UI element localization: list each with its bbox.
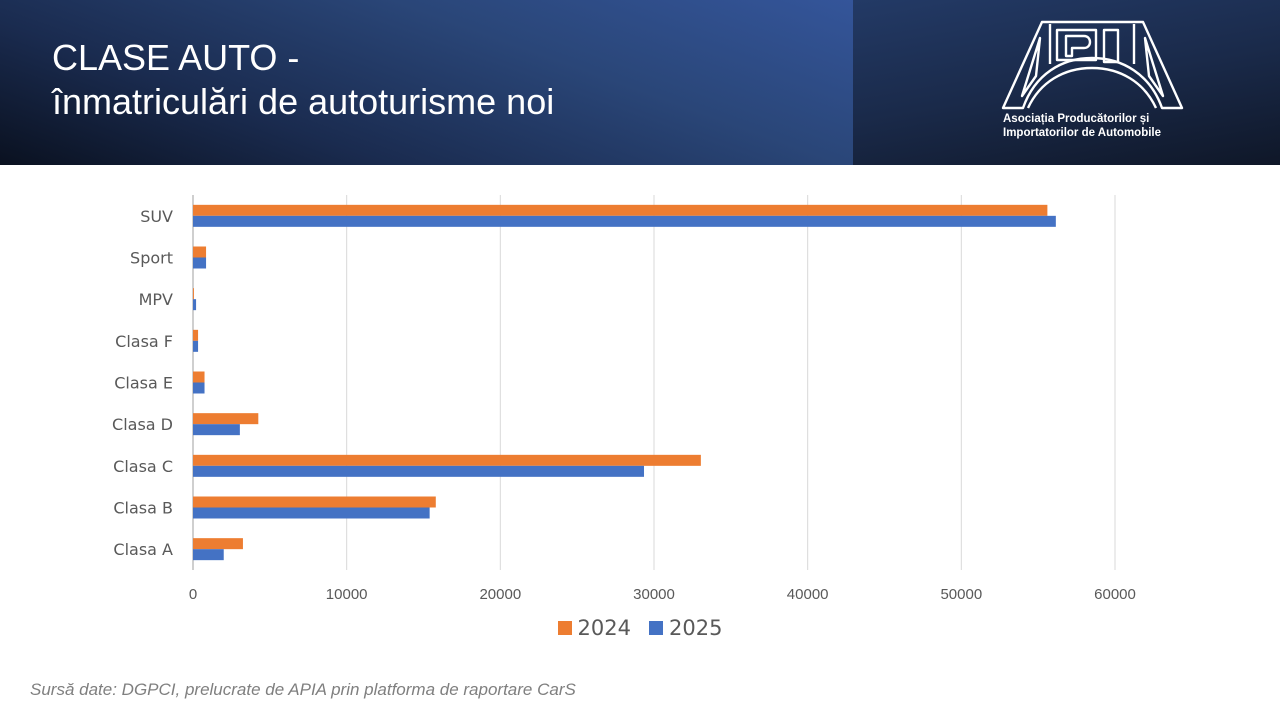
category-label: SUV	[140, 207, 173, 226]
category-label: Clasa A	[113, 540, 173, 559]
legend-item-2024: 2024	[557, 616, 631, 640]
bar-2024-suv	[193, 204, 1048, 216]
bar-2024-clasa-b	[193, 496, 436, 508]
header-banner: CLASE AUTO - înmatriculări de autoturism…	[0, 0, 1280, 165]
legend-label-2024: 2024	[577, 616, 631, 640]
bar-2025-mpv	[193, 299, 197, 311]
bar-2024-clasa-a	[193, 538, 243, 550]
x-tick-label: 10000	[326, 586, 368, 603]
bar-2024-sport	[193, 246, 207, 258]
logo-name-line2: Importatorilor de Automobile	[1003, 127, 1162, 139]
logo-name-line1: Asociația Producătorilor și	[1003, 113, 1150, 125]
legend-label-2025: 2025	[669, 616, 723, 640]
bar-2025-clasa-f	[193, 340, 199, 352]
header-right-panel	[853, 0, 1280, 165]
category-label: MPV	[139, 290, 173, 309]
bar-2025-suv	[193, 215, 1056, 227]
page-title-line1: CLASE AUTO -	[52, 37, 300, 78]
x-tick-label: 20000	[479, 586, 521, 603]
bar-2025-clasa-a	[193, 549, 224, 561]
x-tick-label: 40000	[787, 586, 829, 603]
bar-2025-clasa-c	[193, 465, 645, 477]
source-note: Sursă date: DGPCI, prelucrate de APIA pr…	[30, 680, 576, 699]
bar-2025-clasa-b	[193, 507, 430, 519]
legend-swatch-2025	[649, 621, 663, 635]
category-label: Sport	[130, 249, 173, 268]
logo-text: Asociația Producătorilor și Importatoril…	[1003, 112, 1161, 140]
legend-swatch-2024	[557, 621, 572, 635]
bar-2024-mpv	[193, 288, 194, 300]
category-label: Clasa C	[113, 457, 173, 476]
x-tick-label: 60000	[1094, 586, 1136, 603]
apia-logo-icon	[1001, 20, 1184, 110]
chart-legend: 2024 2025	[0, 616, 1280, 640]
category-label: Clasa D	[112, 415, 173, 434]
x-tick-label: 0	[189, 586, 197, 603]
bar-chart: 0 10000 20000 30000 40000 50000 60000 SUV Sport M…	[112, 195, 1136, 603]
bar-2024-clasa-f	[193, 329, 199, 341]
bar-2024-clasa-c	[193, 454, 701, 466]
x-tick-label: 50000	[940, 586, 982, 603]
category-label: Clasa B	[113, 499, 173, 518]
bar-2024-clasa-d	[193, 413, 259, 425]
bar-2024-clasa-e	[193, 371, 205, 383]
legend-item-2025: 2025	[649, 616, 722, 640]
x-tick-label: 30000	[633, 586, 675, 603]
page-title: CLASE AUTO - înmatriculări de autoturism…	[52, 36, 554, 124]
category-label: Clasa E	[114, 374, 173, 393]
apia-logo: Asociația Producătorilor și Importatoril…	[1000, 16, 1185, 146]
header-left-panel	[0, 0, 853, 165]
bar-2025-clasa-e	[193, 382, 205, 394]
page-title-line2: înmatriculări de autoturisme noi	[52, 81, 555, 122]
bar-2025-sport	[193, 257, 207, 269]
category-label: Clasa F	[115, 332, 173, 351]
bar-2025-clasa-d	[193, 424, 240, 436]
